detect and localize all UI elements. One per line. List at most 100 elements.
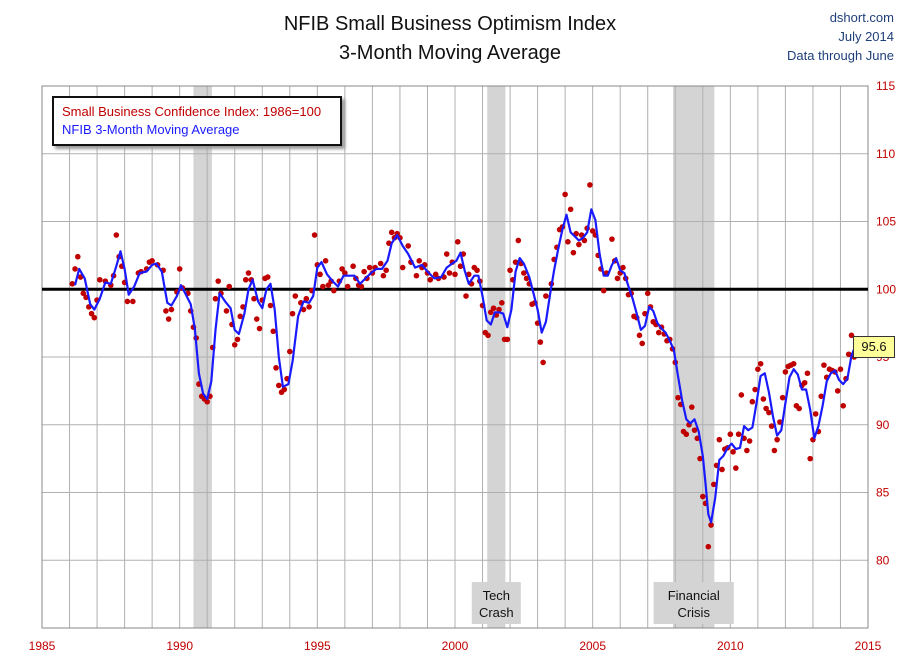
index-point <box>496 306 502 313</box>
index-point <box>342 270 348 276</box>
index-point <box>752 386 758 393</box>
index-point <box>320 283 326 290</box>
index-point <box>97 276 103 283</box>
index-point <box>796 405 802 412</box>
index-point <box>688 404 695 410</box>
index-point <box>215 278 222 284</box>
index-point <box>771 447 778 454</box>
index-point <box>567 206 574 213</box>
y-tick-label: 85 <box>876 486 890 500</box>
index-point <box>757 360 764 367</box>
index-point <box>212 295 219 302</box>
index-point <box>614 275 621 282</box>
chart-title-line2: 3-Month Moving Average <box>339 42 561 64</box>
index-point <box>361 268 367 275</box>
index-point <box>845 351 852 358</box>
index-point <box>760 396 767 402</box>
latest-value-callout: 95.6 <box>853 336 895 358</box>
recession-labels: Tech Crash Financial Crisis <box>471 582 734 624</box>
index-point <box>711 481 717 488</box>
index-point <box>749 398 756 405</box>
index-point <box>697 455 703 462</box>
y-axis-ticks: 80859095100105110115 <box>876 79 896 567</box>
index-point <box>644 290 651 297</box>
index-point <box>292 293 299 299</box>
index-point <box>790 360 797 367</box>
x-tick-label: 1985 <box>29 639 56 653</box>
index-point <box>91 314 98 321</box>
index-point <box>537 339 544 345</box>
y-tick-label: 90 <box>876 418 890 432</box>
index-point <box>245 270 252 276</box>
index-point <box>708 522 714 528</box>
index-point <box>350 263 356 270</box>
index-point <box>273 365 279 371</box>
index-point <box>812 411 819 417</box>
index-point <box>251 295 257 302</box>
index-point <box>523 275 530 282</box>
index-point <box>727 431 734 438</box>
index-point <box>576 241 582 248</box>
index-point <box>730 449 736 455</box>
index-point <box>113 232 120 238</box>
grid-group <box>42 85 868 628</box>
index-point <box>204 398 210 405</box>
index-point <box>768 423 775 429</box>
legend-average-label: NFIB 3-Month Moving Average <box>62 122 240 137</box>
index-point <box>149 257 155 264</box>
x-tick-label: 2000 <box>442 639 469 653</box>
index-point <box>405 243 411 249</box>
index-point <box>303 295 310 302</box>
index-point <box>763 405 769 412</box>
index-point <box>840 402 847 409</box>
index-point <box>394 230 400 237</box>
index-point <box>487 309 494 316</box>
moving-average-group <box>73 208 856 524</box>
index-point <box>691 427 698 433</box>
chart-title-line1: NFIB Small Business Optimism Index <box>283 13 617 35</box>
y-tick-label: 80 <box>876 553 890 567</box>
index-point <box>446 270 453 276</box>
recession-label: Financial <box>668 588 720 603</box>
index-point <box>366 264 373 271</box>
source-site: dshort.com <box>829 10 894 25</box>
index-point <box>515 237 522 244</box>
index-point <box>270 328 277 335</box>
y-tick-label: 105 <box>876 215 896 229</box>
index-point <box>485 332 491 339</box>
index-point <box>570 249 577 256</box>
x-tick-label: 1990 <box>166 639 193 653</box>
index-points-group <box>69 182 858 550</box>
index-point <box>801 379 808 386</box>
index-point <box>358 283 365 290</box>
index-point <box>735 431 742 438</box>
index-point <box>609 236 615 242</box>
index-point <box>69 281 76 287</box>
index-point <box>331 287 337 294</box>
index-point <box>223 308 230 314</box>
index-point <box>275 382 282 389</box>
index-point <box>242 276 249 283</box>
index-point <box>719 466 725 473</box>
index-point <box>74 253 81 260</box>
index-point <box>253 316 260 322</box>
index-point <box>306 304 312 310</box>
index-point <box>124 298 131 305</box>
index-point <box>287 348 293 355</box>
index-point <box>168 306 175 313</box>
index-point <box>755 366 761 372</box>
index-point <box>562 191 568 198</box>
index-point <box>540 359 546 366</box>
x-tick-label: 2015 <box>855 639 882 653</box>
index-point <box>705 543 712 550</box>
y-tick-label: 115 <box>876 79 895 93</box>
index-point <box>165 316 172 322</box>
source-data-through: Data through June <box>787 48 894 63</box>
index-point <box>388 229 395 236</box>
index-point <box>818 393 824 400</box>
index-point <box>620 264 626 271</box>
index-point <box>380 272 387 279</box>
index-point <box>416 257 423 264</box>
index-point <box>234 336 241 343</box>
index-point <box>837 366 844 372</box>
